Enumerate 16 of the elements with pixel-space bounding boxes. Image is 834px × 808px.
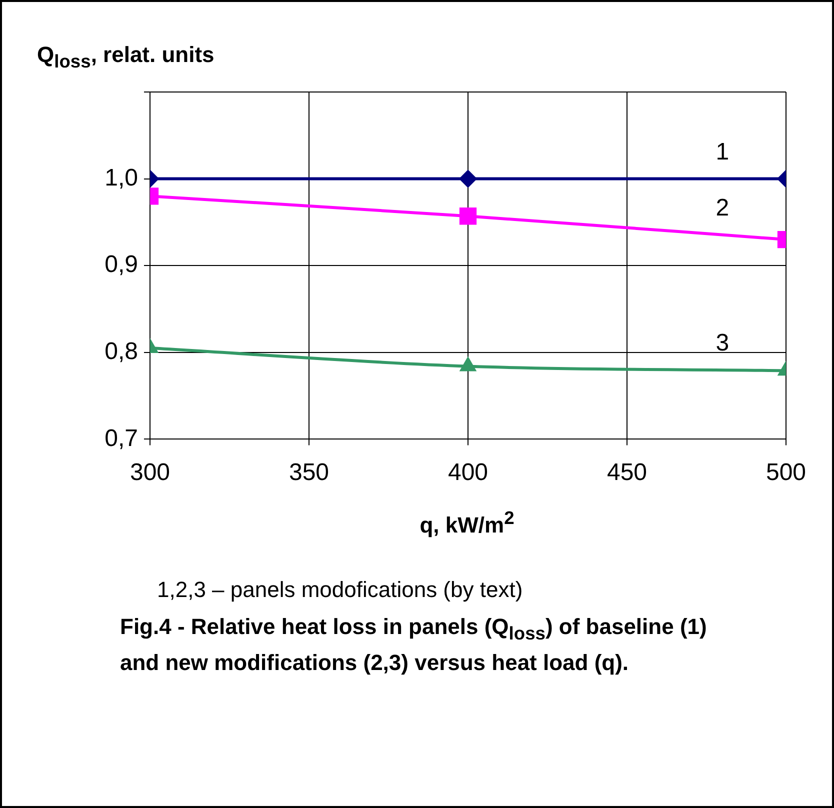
x-tick-label: 350 [288, 459, 330, 486]
x-tick-label: 400 [448, 459, 488, 486]
y-tick-label: 1,0 [104, 164, 138, 192]
text: 1,2,3 – panels modofications (by text) [157, 577, 523, 603]
x-tick-label: 450 [606, 459, 648, 486]
caption: Fig.4 - Relative heat loss in panels (Q$_{loss}$) of baseline (1) and new modifications (2,3) versus heat load (q). [120, 613, 708, 678]
series-label: 1 [716, 138, 730, 166]
y-tick-label: 0,8 [104, 338, 138, 366]
x-axis-title: q, kW/m$^{2}$ [418, 507, 516, 538]
x-tick-label: 300 [130, 459, 170, 486]
x-tick-label: 500 [766, 459, 806, 486]
y-tick-label: 0,9 [104, 251, 138, 278]
y-tick-label: 0,7 [104, 424, 138, 452]
series-label: 2 [716, 194, 730, 222]
y-axis-title: Q$_{loss}$, relat. units [37, 42, 214, 72]
series-label: 3 [716, 329, 730, 356]
